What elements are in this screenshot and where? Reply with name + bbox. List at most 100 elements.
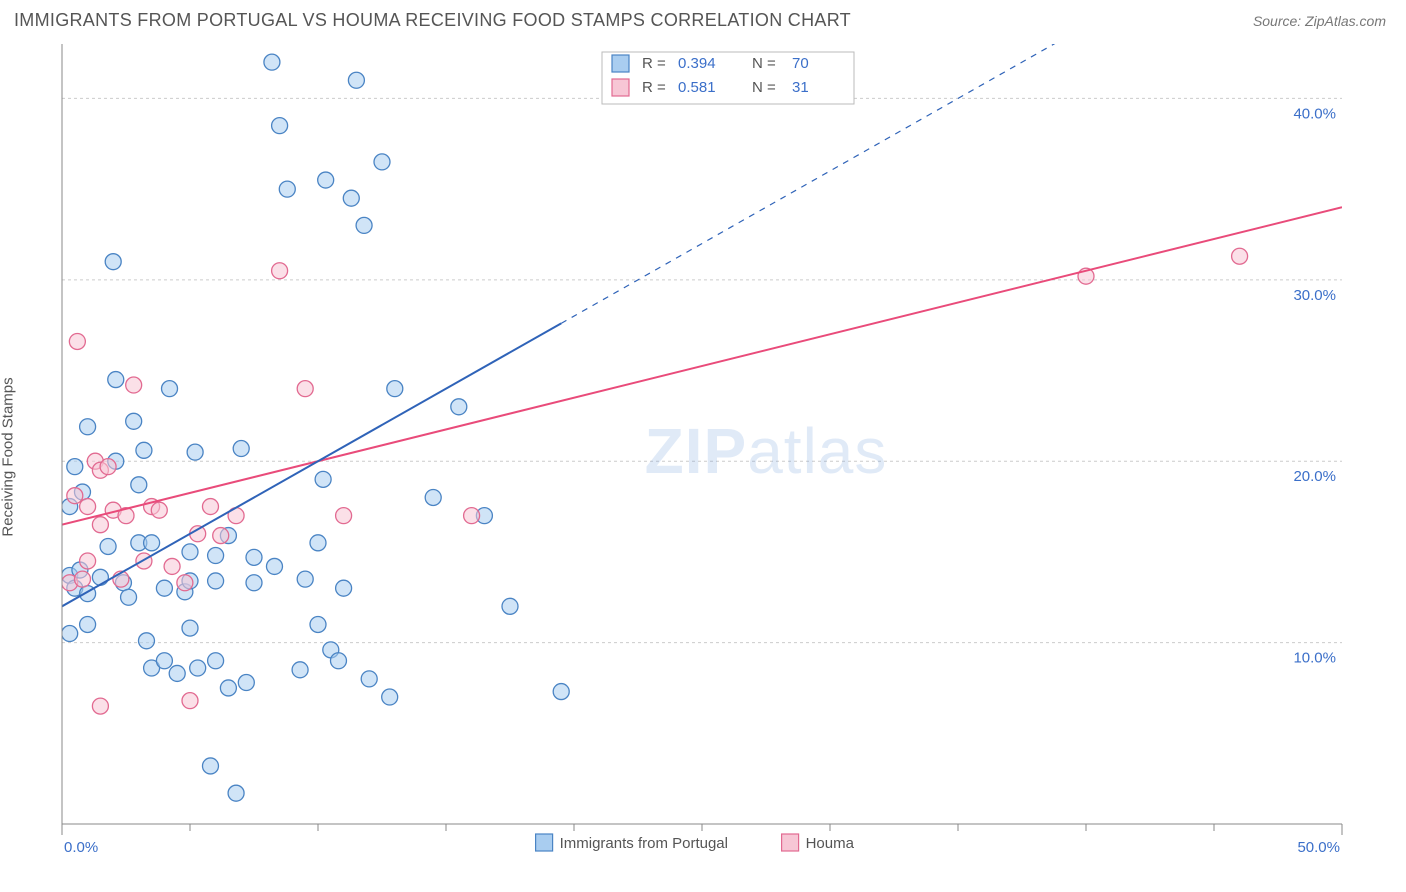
data-point xyxy=(80,616,96,632)
data-point xyxy=(131,477,147,493)
data-point xyxy=(156,580,172,596)
data-point xyxy=(100,538,116,554)
data-point xyxy=(105,254,121,270)
legend-n-value: 31 xyxy=(792,79,809,96)
data-point xyxy=(553,684,569,700)
data-point xyxy=(266,558,282,574)
data-point xyxy=(425,489,441,505)
data-point xyxy=(126,377,142,393)
correlation-scatter-chart: ZIPatlas 0.0% 50.0% 10.0% 20.0% 30.0% 40.0% R =… xyxy=(14,40,1392,874)
data-point xyxy=(318,172,334,188)
data-point xyxy=(169,665,185,681)
legend-series-label: Immigrants from Portugal xyxy=(560,835,728,852)
data-point xyxy=(80,553,96,569)
chart-title: IMMIGRANTS FROM PORTUGAL VS HOUMA RECEIV… xyxy=(14,10,851,31)
data-point xyxy=(67,488,83,504)
data-point xyxy=(297,381,313,397)
data-point xyxy=(92,517,108,533)
data-point xyxy=(208,653,224,669)
data-point xyxy=(464,508,480,524)
y-tick-label: 30.0% xyxy=(1293,287,1336,304)
legend-n-label: N = xyxy=(752,79,776,96)
data-point xyxy=(62,626,78,642)
data-point xyxy=(108,372,124,388)
legend-r-value: 0.581 xyxy=(678,79,716,96)
x-tick-label: 50.0% xyxy=(1297,839,1340,856)
data-point xyxy=(92,569,108,585)
stats-legend xyxy=(602,52,854,104)
legend-n-label: N = xyxy=(752,55,776,72)
data-point xyxy=(233,441,249,457)
data-point xyxy=(162,381,178,397)
data-point xyxy=(246,549,262,565)
data-point xyxy=(67,459,83,475)
data-point xyxy=(213,528,229,544)
data-point xyxy=(69,333,85,349)
data-point xyxy=(310,535,326,551)
data-point xyxy=(80,499,96,515)
data-point xyxy=(502,598,518,614)
data-point xyxy=(202,758,218,774)
legend-swatch-icon xyxy=(536,834,553,851)
legend-swatch-icon xyxy=(612,55,629,72)
legend-swatch-icon xyxy=(612,79,629,96)
data-point xyxy=(187,444,203,460)
data-point xyxy=(315,471,331,487)
source-attribution: Source: ZipAtlas.com xyxy=(1253,13,1386,29)
x-tick-label: 0.0% xyxy=(64,839,98,856)
data-point xyxy=(374,154,390,170)
data-point xyxy=(272,118,288,134)
data-point xyxy=(220,680,236,696)
data-point xyxy=(182,693,198,709)
data-point xyxy=(126,413,142,429)
data-point xyxy=(208,573,224,589)
legend-r-label: R = xyxy=(642,79,666,96)
data-point xyxy=(228,785,244,801)
data-point xyxy=(92,698,108,714)
data-point xyxy=(297,571,313,587)
data-point xyxy=(202,499,218,515)
data-point xyxy=(100,459,116,475)
data-point xyxy=(238,675,254,691)
y-axis-label: Receiving Food Stamps xyxy=(0,377,17,536)
data-point xyxy=(272,263,288,279)
data-point xyxy=(80,419,96,435)
data-point xyxy=(246,575,262,591)
legend-series-label: Houma xyxy=(806,835,855,852)
data-point xyxy=(343,190,359,206)
data-point xyxy=(136,442,152,458)
data-point xyxy=(1232,248,1248,264)
data-point xyxy=(361,671,377,687)
data-point xyxy=(74,571,90,587)
data-point xyxy=(451,399,467,415)
legend-swatch-icon xyxy=(782,834,799,851)
data-point xyxy=(121,589,137,605)
regression-line xyxy=(62,323,561,606)
y-tick-label: 10.0% xyxy=(1293,650,1336,667)
data-point xyxy=(182,620,198,636)
data-point xyxy=(190,526,206,542)
data-point xyxy=(208,548,224,564)
data-point xyxy=(190,660,206,676)
data-point xyxy=(177,575,193,591)
data-point xyxy=(382,689,398,705)
data-point xyxy=(264,54,280,70)
svg-text:ZIPatlas: ZIPatlas xyxy=(645,415,888,487)
data-point xyxy=(330,653,346,669)
data-point xyxy=(292,662,308,678)
data-point xyxy=(279,181,295,197)
legend-n-value: 70 xyxy=(792,55,809,72)
legend-r-label: R = xyxy=(642,55,666,72)
legend-r-value: 0.394 xyxy=(678,55,716,72)
data-point xyxy=(336,580,352,596)
data-point xyxy=(156,653,172,669)
y-tick-label: 20.0% xyxy=(1293,468,1336,485)
data-point xyxy=(144,535,160,551)
data-point xyxy=(164,558,180,574)
data-point xyxy=(387,381,403,397)
data-point xyxy=(356,217,372,233)
data-point xyxy=(310,616,326,632)
y-tick-label: 40.0% xyxy=(1293,105,1336,122)
data-point xyxy=(336,508,352,524)
data-point xyxy=(348,72,364,88)
